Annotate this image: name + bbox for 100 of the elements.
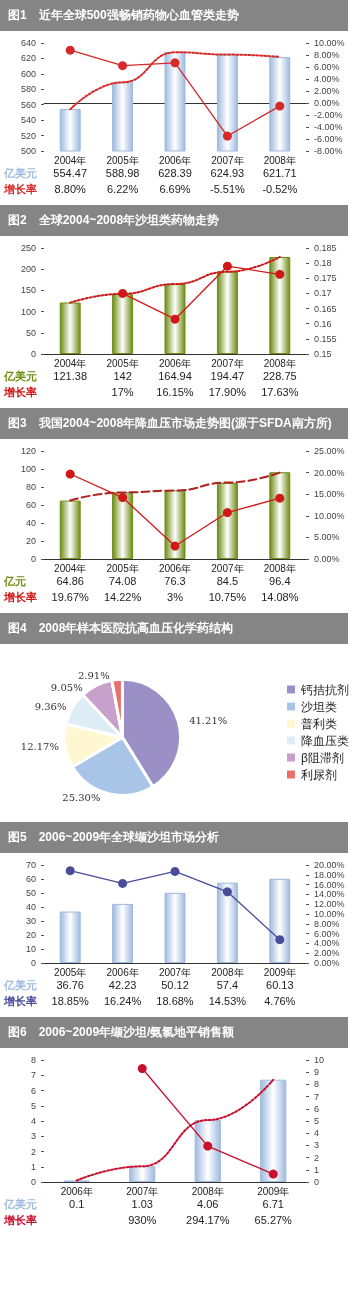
data-label: 14.08% xyxy=(261,591,299,603)
y2-tick-label: 7 xyxy=(314,1091,320,1102)
y-tick-label: 600 xyxy=(20,68,36,79)
y-tick-label: 40 xyxy=(25,518,36,528)
y-tick-label: 40 xyxy=(25,902,36,912)
data-label: 621.71 xyxy=(262,167,297,179)
data-label: 9.36% xyxy=(34,700,67,712)
y2-tick-label: 0 xyxy=(314,1177,320,1187)
bar xyxy=(112,903,134,963)
chart-title: 图1 近年全球500强畅销药物心血管类走势 xyxy=(0,0,348,31)
data-label: 588.98 xyxy=(105,167,140,179)
point xyxy=(170,866,180,876)
y2-tick-label: 25.00% xyxy=(314,446,345,456)
y2-tick-label: -6.00% xyxy=(314,134,343,144)
y-tick-label: 0 xyxy=(30,554,36,564)
y2-tick-label: 0.00% xyxy=(314,98,340,108)
point xyxy=(203,1141,213,1151)
y-tick-label: 620 xyxy=(20,53,36,64)
x-tick-label: 2006年 xyxy=(158,357,192,369)
y-tick-label: 1 xyxy=(30,1161,36,1172)
x-tick-label: 2005年 xyxy=(106,154,139,166)
data-label: -0.52% xyxy=(262,183,298,195)
y2-tick-label: 8.00% xyxy=(314,918,340,929)
data-label: 142 xyxy=(113,370,132,382)
y2-tick-label: 5.00% xyxy=(314,532,340,543)
y2-tick-label: 4.00% xyxy=(314,938,340,949)
x-tick-label: 2006年 xyxy=(158,562,192,574)
data-label: 64.86 xyxy=(56,575,84,587)
point xyxy=(137,1064,147,1074)
text: 亿元 xyxy=(3,575,26,587)
y-tick-label: 70 xyxy=(25,860,36,870)
legend-label: 沙坦类 xyxy=(301,699,337,714)
x-tick-label: 2008年 xyxy=(263,562,296,574)
y2-tick-label: 3 xyxy=(314,1140,320,1151)
data-label: 8.80% xyxy=(54,183,87,195)
bar xyxy=(59,500,81,559)
y2-tick-label: 8 xyxy=(314,1079,320,1090)
x-tick-label: 2007年 xyxy=(211,562,244,574)
data-label: 930% xyxy=(128,1214,157,1226)
data-label: 2.91% xyxy=(77,669,110,681)
data-label: 9.05% xyxy=(50,681,83,693)
point xyxy=(170,314,180,324)
data-label: 6.69% xyxy=(159,183,191,195)
chart-title: 图4 2008年样本医院抗高血压化学药结构 xyxy=(0,613,348,644)
text: 亿美元 xyxy=(3,370,37,382)
y-tick-label: 200 xyxy=(20,264,36,275)
bar xyxy=(164,490,186,559)
data-label: 36.76 xyxy=(56,979,84,991)
data-label: 17% xyxy=(111,386,134,398)
y-tick-label: 540 xyxy=(20,115,36,126)
x-tick-label: 2004年 xyxy=(54,154,87,166)
data-label: 25.30% xyxy=(62,792,101,804)
x-tick-label: 2006年 xyxy=(60,1185,93,1197)
x-tick-label: 2009年 xyxy=(263,966,296,978)
text: 增长率 xyxy=(3,1214,37,1226)
bar xyxy=(129,1166,156,1182)
x-tick-label: 2004年 xyxy=(54,357,87,369)
data-label: 6.22% xyxy=(107,183,139,195)
chart-title: 图5 2006~2009年全球缬沙坦市场分析 xyxy=(0,822,348,853)
y2-tick-label: 0.185 xyxy=(314,243,337,253)
y-tick-label: 30 xyxy=(25,916,36,926)
y-tick-label: 500 xyxy=(20,146,36,156)
y2-tick-label: 18.00% xyxy=(314,869,345,880)
text: 亿美元 xyxy=(3,1198,37,1210)
data-label: 16.15% xyxy=(156,386,194,398)
text: 增长率 xyxy=(3,183,37,195)
data-label: 65.27% xyxy=(254,1214,293,1226)
data-label: 17.90% xyxy=(208,386,247,398)
y2-tick-label: 15.00% xyxy=(314,489,345,500)
data-label: 84.5 xyxy=(216,575,239,587)
y-tick-label: 4 xyxy=(30,1116,36,1126)
bar xyxy=(194,1120,221,1182)
y-tick-label: 100 xyxy=(20,464,36,474)
y2-tick-label: 9 xyxy=(314,1067,320,1078)
point xyxy=(65,469,75,479)
bar xyxy=(216,271,238,354)
x-tick-label: 2004年 xyxy=(54,562,87,574)
chart-title: 图3 我国2004~2008年降血压市场走势图(源于SFDA南方所) xyxy=(0,408,348,439)
y2-tick-label: 10.00% xyxy=(314,38,345,48)
x-tick-label: 2007年 xyxy=(158,966,192,978)
point xyxy=(222,508,232,518)
y2-tick-label: 20.00% xyxy=(314,467,345,478)
data-label: 0.1 xyxy=(69,1198,85,1210)
data-label: 74.08 xyxy=(108,575,137,587)
y2-tick-label: 0.17 xyxy=(314,288,332,299)
y-tick-label: 0 xyxy=(30,349,36,359)
x-tick-label: 2006年 xyxy=(106,966,139,978)
y-tick-label: 0 xyxy=(30,1177,36,1187)
y-tick-label: 0 xyxy=(30,958,36,968)
bar xyxy=(269,878,291,963)
data-label: 42.23 xyxy=(108,979,137,991)
chart-title: 图6 2006~2009年缬沙坦/氨氯地平销售额 xyxy=(0,1017,348,1048)
data-label: 12.17% xyxy=(20,741,59,753)
point xyxy=(268,1169,278,1179)
y2-tick-label: 16.00% xyxy=(314,879,345,890)
data-label: 6.71 xyxy=(262,1198,284,1210)
x-tick-label: 2005年 xyxy=(106,357,139,369)
point xyxy=(222,261,232,271)
data-label: 18.85% xyxy=(51,995,90,1007)
legend-label: β阻滞剂 xyxy=(301,750,344,765)
